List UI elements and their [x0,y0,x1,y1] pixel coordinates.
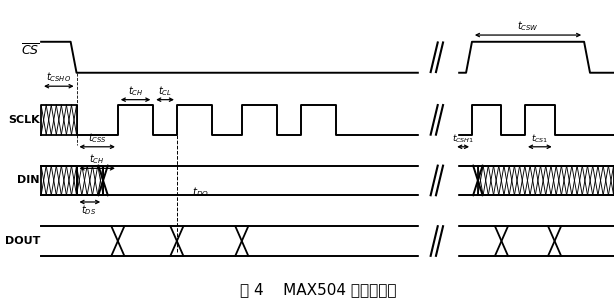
Text: DOUT: DOUT [4,236,40,246]
Text: $t_{CSH1}$: $t_{CSH1}$ [452,132,474,145]
Text: $t_{CH}$: $t_{CH}$ [89,152,105,166]
Text: $t_{CSS}$: $t_{CSS}$ [88,131,106,145]
Text: $t_{DS}$: $t_{DS}$ [81,203,96,217]
Text: $t_{CSW}$: $t_{CSW}$ [517,19,539,33]
Text: SCLK: SCLK [9,115,40,125]
Text: DIN: DIN [17,175,40,185]
Bar [419,0,457,303]
Text: $\overline{CS}$: $\overline{CS}$ [22,43,40,58]
Text: $t_{DO}$: $t_{DO}$ [192,185,208,199]
Text: $t_{CSHO}$: $t_{CSHO}$ [46,70,71,84]
Text: $t_{CH}$: $t_{CH}$ [128,84,143,98]
Text: $t_{CL}$: $t_{CL}$ [158,84,172,98]
Text: $t_{CS1}$: $t_{CS1}$ [531,132,549,145]
Text: 图 4    MAX504 的工作时序: 图 4 MAX504 的工作时序 [240,283,397,298]
